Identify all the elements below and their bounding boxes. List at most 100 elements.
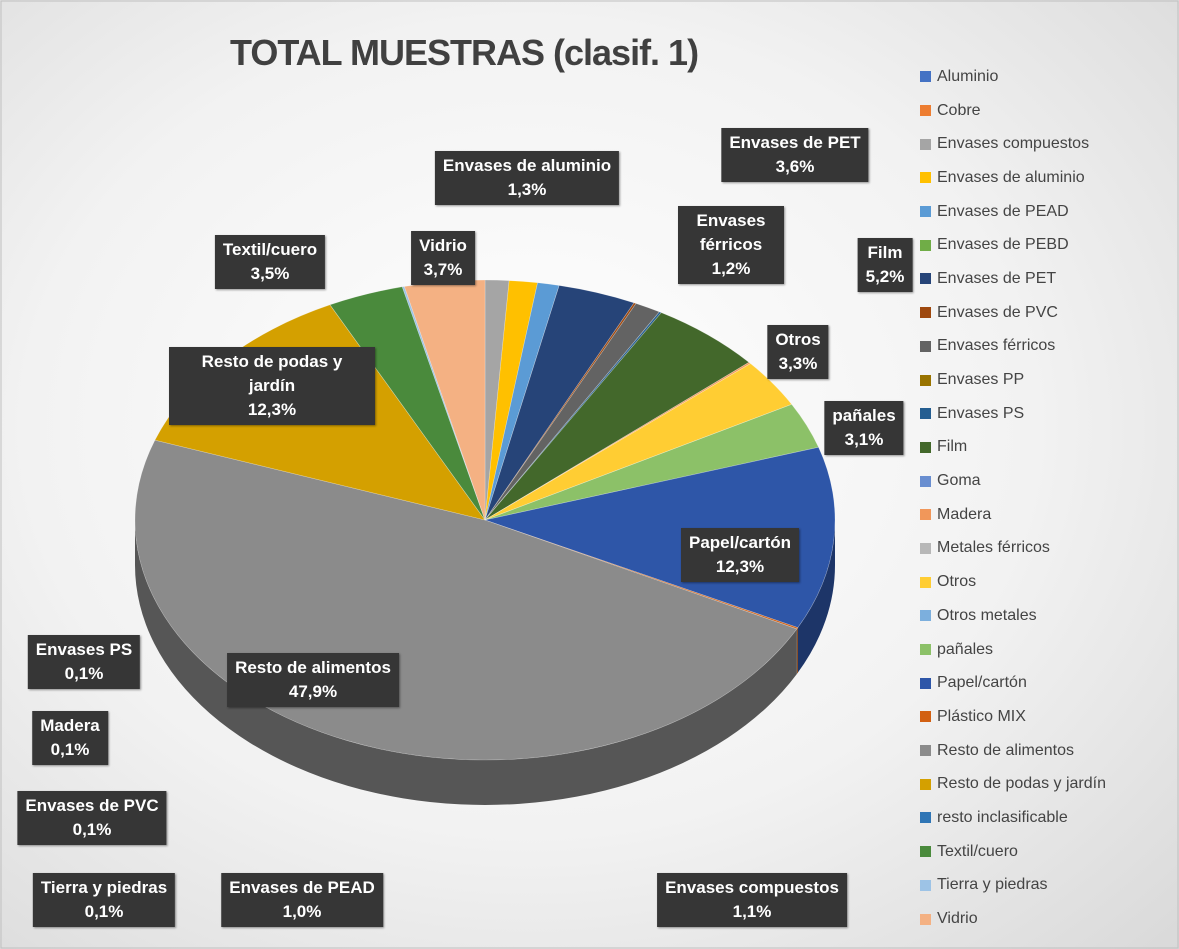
data-label: Envases férricos 1,2%	[678, 206, 784, 284]
legend-swatch	[920, 812, 931, 824]
label-name: Tierra y piedras	[40, 878, 168, 897]
slice	[484, 311, 662, 521]
label-value: 1,1%	[732, 902, 772, 921]
label-name: Textil/cuero	[222, 240, 318, 259]
slice	[484, 285, 635, 521]
legend-label: Goma	[937, 472, 981, 490]
legend-swatch	[920, 711, 931, 723]
legend-swatch	[920, 273, 931, 285]
legend-item: Metales férricos	[920, 532, 1106, 566]
legend-item: Envases PP	[920, 363, 1106, 397]
label-name: Envases férricos	[696, 211, 766, 254]
slice	[401, 286, 486, 521]
legend-label: Resto de podas y jardín	[937, 775, 1106, 793]
legend-item: Cobre	[920, 94, 1106, 128]
legend-swatch	[920, 509, 931, 521]
legend-swatch	[920, 610, 931, 622]
legend-item: Otros	[920, 565, 1106, 599]
label-name: Envases de PVC	[25, 796, 159, 815]
label-value: 3,5%	[250, 264, 290, 283]
legend-label: Plástico MIX	[937, 707, 1026, 725]
slice-side	[796, 627, 798, 674]
slice	[484, 282, 560, 521]
slice	[484, 519, 799, 630]
label-value: 3,3%	[778, 354, 818, 373]
legend-item: Envases compuestos	[920, 127, 1106, 161]
label-name: Envases de aluminio	[442, 156, 612, 175]
legend-label: Envases PP	[937, 371, 1025, 389]
legend-label: Otros metales	[937, 606, 1037, 624]
legend-item: Envases PS	[920, 397, 1106, 431]
legend-label: Envases férricos	[937, 337, 1056, 355]
slice	[484, 302, 637, 521]
slice	[484, 303, 660, 521]
data-label: pañales 3,1%	[824, 401, 904, 455]
label-name: Envases compuestos	[665, 878, 839, 897]
data-label: Textil/cuero 3,5%	[214, 235, 326, 289]
slice	[484, 404, 792, 521]
data-label: Envases de PEAD 1,0%	[221, 873, 383, 927]
legend-swatch	[920, 542, 931, 554]
label-value: 1,3%	[507, 180, 547, 199]
label-value: 3,7%	[423, 260, 463, 279]
data-label: Resto de podas y jardín 12,3%	[169, 347, 375, 425]
legend-item: Madera	[920, 498, 1106, 532]
label-value: 12,3%	[715, 557, 765, 576]
legend-swatch	[920, 778, 931, 790]
legend-label: Vidrio	[937, 910, 978, 928]
legend-label: Envases PS	[937, 404, 1025, 422]
legend-label: Resto de alimentos	[937, 741, 1074, 759]
legend-item: Envases de PVC	[920, 296, 1106, 330]
legend-swatch	[920, 644, 931, 656]
slice	[484, 404, 819, 521]
legend-item: Film	[920, 431, 1106, 465]
slice	[484, 279, 510, 521]
slice	[484, 312, 750, 521]
legend-swatch	[920, 913, 931, 925]
label-name: Envases de PEAD	[229, 878, 375, 897]
data-label: Vidrio 3,7%	[411, 231, 475, 285]
data-label: Film 5,2%	[857, 238, 913, 292]
legend-swatch	[920, 441, 931, 453]
legend-label: Tierra y piedras	[937, 876, 1048, 894]
slice	[484, 280, 538, 521]
legend-item: Goma	[920, 464, 1106, 498]
slice	[484, 362, 751, 521]
slice	[483, 446, 836, 628]
label-name: Madera	[40, 716, 100, 735]
label-value: 1,2%	[711, 259, 751, 278]
legend-item: Plástico MIX	[920, 700, 1106, 734]
legend-swatch	[920, 340, 931, 352]
legend-swatch	[920, 172, 931, 184]
label-value: 0,1%	[72, 820, 112, 839]
legend-swatch	[920, 307, 931, 319]
label-name: Envases PS	[35, 640, 133, 659]
label-name: Otros	[775, 330, 821, 349]
legend-swatch	[920, 105, 931, 117]
data-label: Envases PS 0,1%	[27, 635, 141, 689]
legend-item: Envases de PET	[920, 262, 1106, 296]
legend-label: Cobre	[937, 101, 981, 119]
legend-label: Metales férricos	[937, 539, 1050, 557]
legend-item: resto inclasificable	[920, 801, 1106, 835]
legend-item: Aluminio	[920, 60, 1106, 94]
legend-item: Papel/cartón	[920, 666, 1106, 700]
legend-label: Envases de PVC	[937, 303, 1058, 321]
legend-label: Textil/cuero	[937, 842, 1018, 860]
label-value: 0,1%	[50, 740, 90, 759]
label-name: pañales	[832, 406, 896, 425]
label-name: Resto de alimentos	[235, 658, 391, 677]
label-value: 5,2%	[865, 267, 905, 286]
data-label: Madera 0,1%	[32, 711, 108, 765]
legend-label: pañales	[937, 640, 994, 658]
legend-label: Otros	[937, 573, 977, 591]
legend-swatch	[920, 846, 931, 858]
legend-swatch	[920, 475, 931, 487]
legend-label: Envases compuestos	[937, 135, 1090, 153]
legend-label: Papel/cartón	[937, 674, 1027, 692]
data-label: Envases de PVC 0,1%	[17, 791, 167, 845]
label-value: 47,9%	[288, 682, 338, 701]
legend-swatch	[920, 745, 931, 757]
